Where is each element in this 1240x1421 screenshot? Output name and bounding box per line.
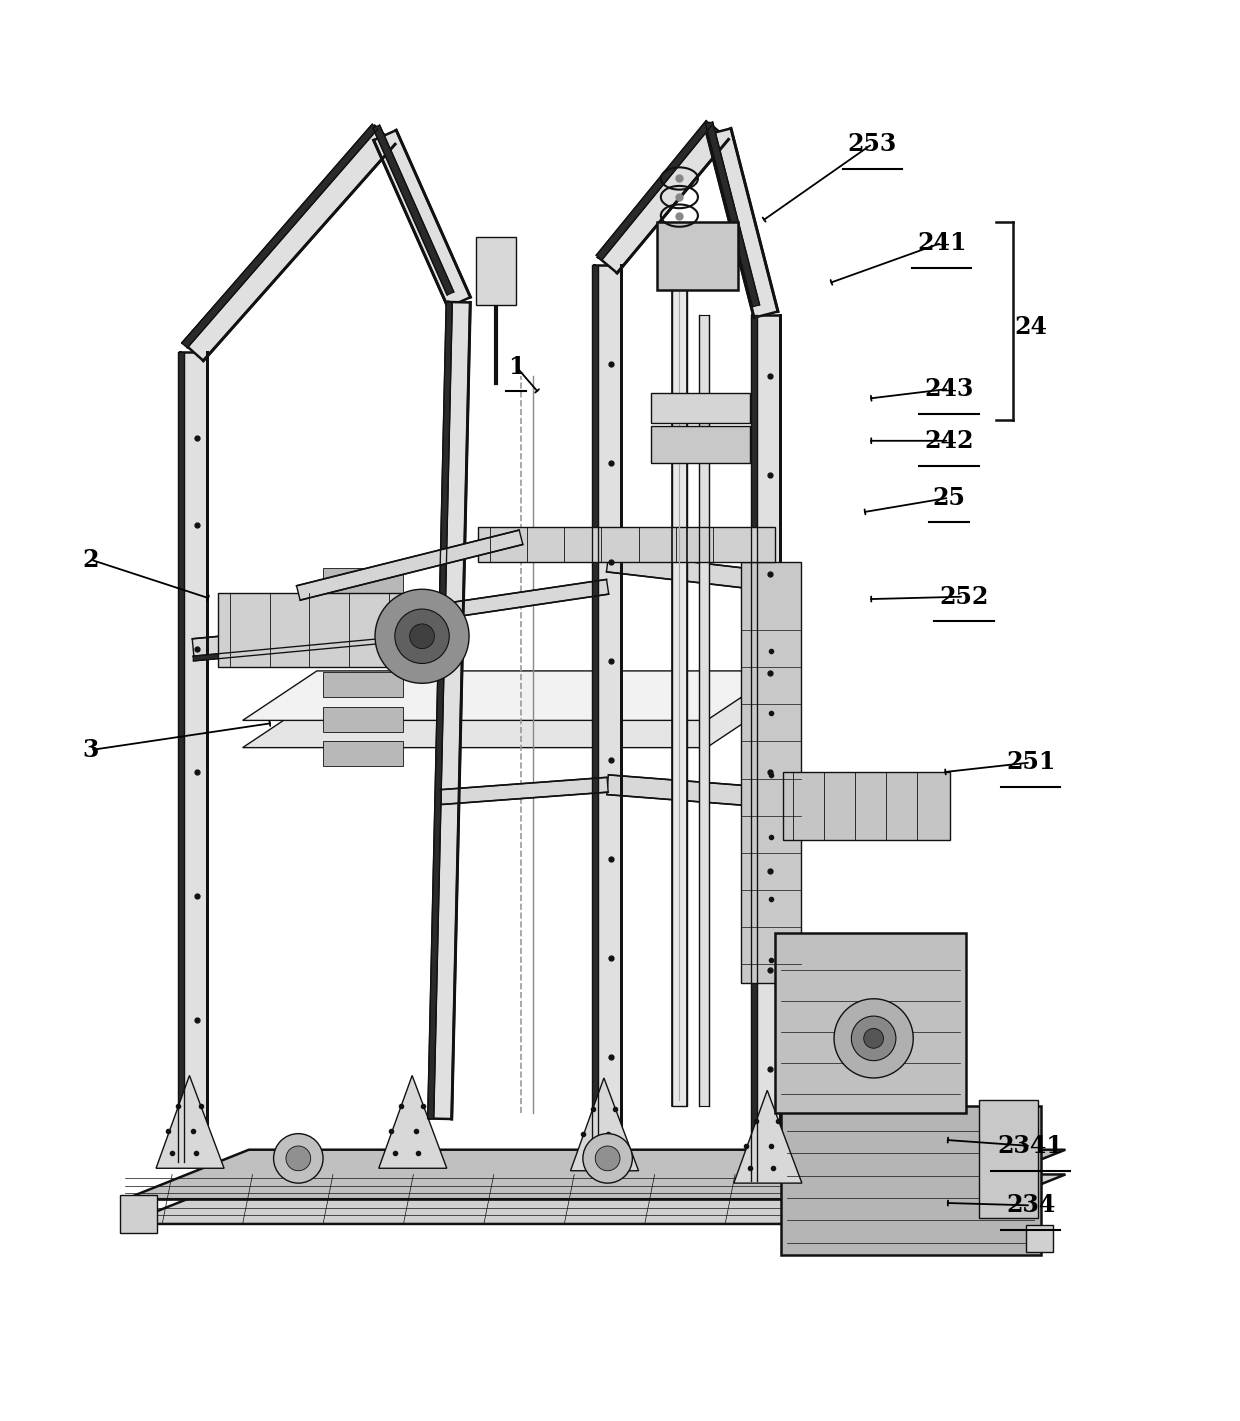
Polygon shape: [156, 1076, 224, 1168]
Text: 241: 241: [916, 230, 966, 254]
Polygon shape: [378, 1076, 446, 1168]
Circle shape: [394, 610, 449, 664]
Bar: [784, 773, 950, 840]
Bar: [120, 1195, 157, 1232]
Polygon shape: [429, 303, 470, 1118]
Text: 1: 1: [508, 355, 525, 378]
Bar: [651, 392, 750, 423]
Circle shape: [409, 624, 434, 648]
Text: 251: 251: [1006, 750, 1055, 774]
Polygon shape: [296, 530, 523, 600]
Polygon shape: [594, 266, 621, 1162]
Text: 253: 253: [848, 132, 897, 156]
Circle shape: [374, 590, 469, 684]
Circle shape: [595, 1145, 620, 1171]
Polygon shape: [750, 314, 756, 1181]
Text: 242: 242: [924, 429, 973, 453]
Polygon shape: [699, 314, 709, 1107]
Polygon shape: [707, 128, 777, 318]
Bar: [775, 934, 966, 1113]
Circle shape: [864, 1029, 884, 1049]
Text: 24: 24: [1014, 315, 1048, 340]
Polygon shape: [184, 126, 396, 361]
Polygon shape: [439, 580, 609, 620]
Circle shape: [274, 1134, 324, 1184]
Polygon shape: [193, 631, 459, 661]
Bar: [476, 237, 516, 304]
Bar: [978, 1100, 1038, 1218]
Polygon shape: [596, 121, 712, 260]
Polygon shape: [243, 698, 781, 747]
Polygon shape: [570, 1079, 639, 1171]
Polygon shape: [598, 124, 728, 273]
Circle shape: [835, 999, 913, 1079]
Polygon shape: [706, 122, 760, 307]
Polygon shape: [440, 777, 608, 804]
Polygon shape: [593, 266, 599, 1162]
Polygon shape: [606, 553, 768, 590]
Bar: [324, 742, 403, 766]
Polygon shape: [180, 352, 207, 1162]
Bar: [324, 638, 403, 662]
Polygon shape: [192, 614, 460, 658]
Polygon shape: [373, 125, 454, 296]
Polygon shape: [606, 774, 766, 807]
Polygon shape: [734, 1090, 802, 1184]
Circle shape: [852, 1016, 897, 1060]
Text: 234: 234: [1006, 1194, 1055, 1218]
Bar: [324, 568, 403, 593]
Polygon shape: [428, 303, 453, 1118]
Text: 2341: 2341: [998, 1134, 1064, 1158]
Bar: [651, 426, 750, 463]
Polygon shape: [672, 266, 687, 1107]
Polygon shape: [373, 131, 470, 307]
Bar: [1025, 1225, 1053, 1252]
Circle shape: [286, 1145, 311, 1171]
Text: 243: 243: [924, 377, 973, 401]
Circle shape: [583, 1134, 632, 1184]
Polygon shape: [243, 671, 781, 720]
Bar: [324, 603, 403, 628]
Polygon shape: [125, 1175, 1065, 1223]
Polygon shape: [753, 314, 780, 1181]
Bar: [742, 563, 801, 983]
Bar: [477, 527, 775, 563]
Text: 2: 2: [82, 547, 99, 571]
Text: 25: 25: [932, 486, 966, 510]
Bar: [781, 1107, 1040, 1255]
Polygon shape: [177, 352, 184, 1162]
Bar: [657, 222, 738, 290]
Bar: [324, 672, 403, 696]
Polygon shape: [182, 124, 378, 348]
Bar: [218, 593, 440, 668]
Polygon shape: [125, 1150, 1065, 1199]
Text: 252: 252: [939, 584, 988, 608]
Bar: [324, 706, 403, 732]
Text: 3: 3: [82, 737, 99, 762]
